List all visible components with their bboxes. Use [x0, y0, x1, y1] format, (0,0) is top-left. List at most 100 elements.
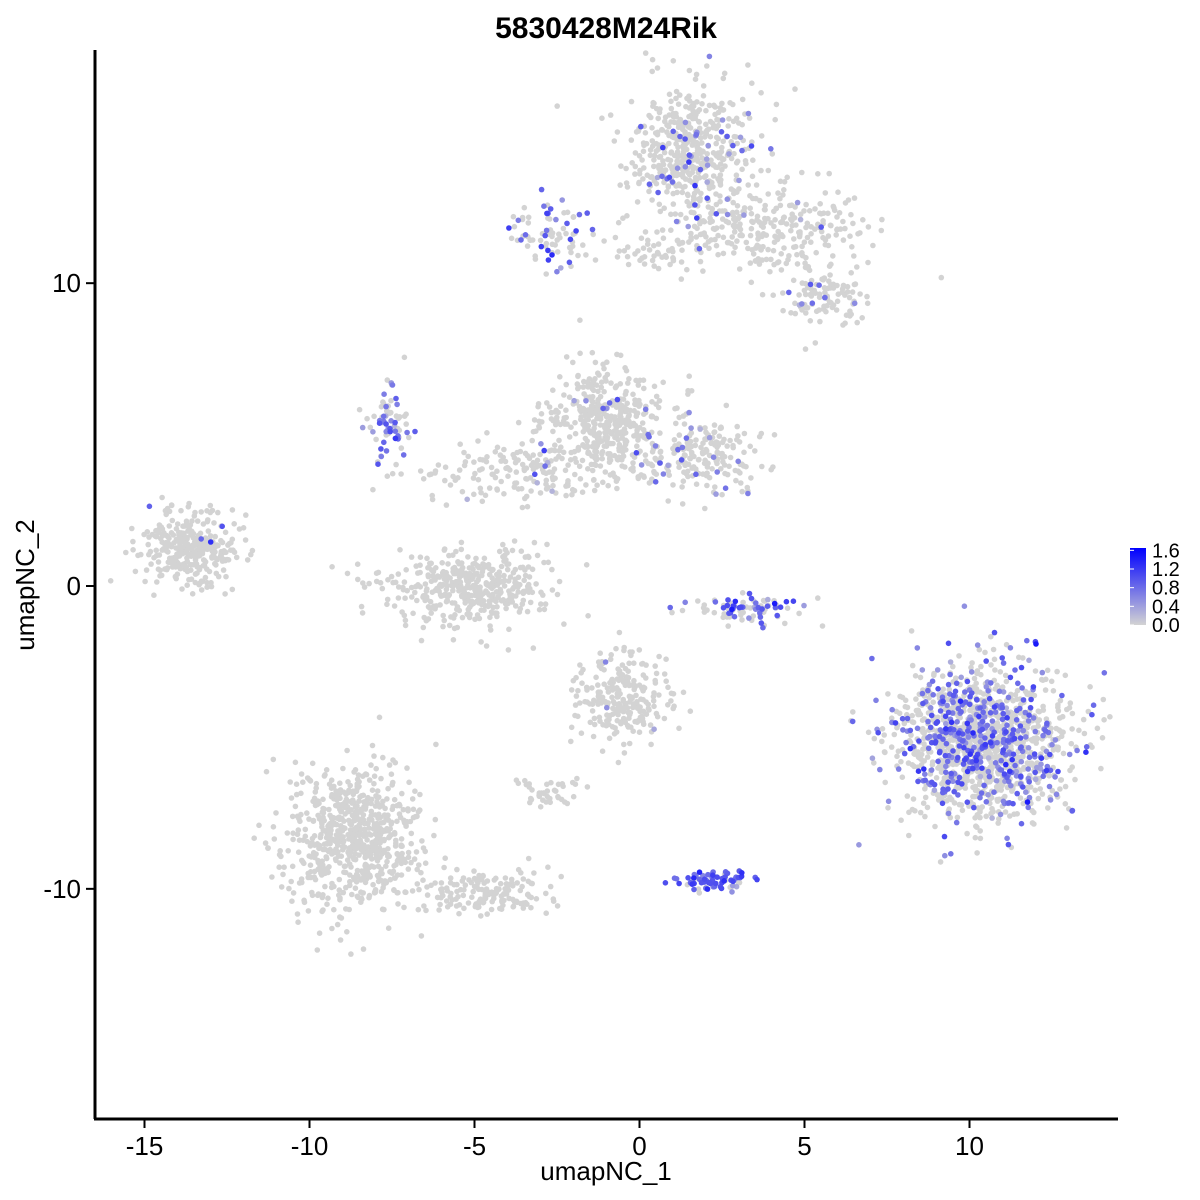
cell-point	[398, 872, 405, 878]
cell-point	[394, 851, 401, 858]
cell-point	[443, 502, 450, 508]
cell-point	[285, 848, 292, 854]
cell-point	[703, 107, 709, 114]
cell-point	[612, 474, 618, 480]
cell-point	[797, 211, 804, 218]
cell-point	[365, 853, 372, 859]
cell-point	[523, 493, 530, 500]
cell-point	[733, 172, 740, 178]
cell-point	[398, 843, 405, 849]
cell-point	[455, 559, 461, 565]
cell-point	[754, 213, 761, 220]
cell-point	[971, 675, 978, 682]
cell-point	[583, 562, 590, 568]
cell-point	[827, 272, 833, 278]
cell-point	[388, 832, 394, 838]
cell-point	[192, 557, 199, 563]
cell-point	[619, 662, 626, 668]
cell-point	[307, 843, 314, 849]
cell-point	[320, 810, 327, 816]
cell-point	[561, 210, 567, 216]
cell-point	[565, 462, 571, 468]
cell-point	[602, 425, 608, 431]
cell-point	[574, 775, 580, 782]
cell-point	[638, 235, 645, 241]
cell-point	[828, 299, 834, 306]
cell-point	[700, 83, 707, 89]
cell-point	[414, 881, 421, 887]
cell-point	[353, 879, 360, 885]
cell-point	[747, 443, 753, 450]
cell-point	[636, 180, 642, 187]
cell-point	[524, 243, 531, 249]
cell-point	[616, 248, 623, 254]
cell-point	[780, 307, 786, 314]
cell-point	[604, 704, 610, 711]
cell-point	[470, 888, 477, 895]
cell-point	[740, 599, 746, 606]
cell-point	[425, 573, 432, 580]
cell-point	[219, 539, 226, 546]
cell-point	[1026, 761, 1032, 767]
cell-point	[552, 409, 558, 415]
cell-point	[723, 218, 729, 225]
cell-point	[670, 482, 676, 488]
cell-point	[703, 446, 709, 453]
cell-point	[386, 762, 393, 768]
cell-point	[738, 612, 744, 618]
cell-point	[673, 218, 680, 225]
cell-point	[839, 286, 846, 292]
cell-point	[709, 466, 715, 472]
cell-point	[178, 550, 185, 556]
cell-point	[630, 704, 636, 711]
cell-point	[758, 90, 764, 96]
cell-point	[674, 237, 681, 244]
cell-point	[745, 245, 751, 252]
cell-point	[1099, 735, 1106, 741]
cell-point	[138, 551, 144, 558]
cell-point	[812, 206, 818, 212]
cell-point	[706, 474, 713, 481]
cell-point	[665, 684, 671, 691]
cell-point	[459, 564, 466, 571]
cell-point	[843, 312, 850, 319]
cell-point	[606, 721, 612, 728]
cell-point	[333, 832, 340, 838]
cell-point	[792, 86, 798, 92]
cell-point	[158, 572, 165, 579]
cell-point	[612, 725, 618, 731]
cell-point	[366, 892, 373, 899]
cell-point	[668, 98, 674, 105]
cell-point	[408, 840, 415, 847]
cell-point	[833, 232, 839, 238]
cell-point	[505, 561, 512, 567]
cell-point	[649, 56, 656, 63]
cell-point	[459, 488, 466, 495]
cell-point	[474, 612, 481, 618]
cell-point	[532, 253, 538, 259]
cell-point	[460, 892, 467, 899]
cell-point	[718, 148, 725, 155]
cell-point	[593, 674, 599, 681]
cell-point	[405, 849, 412, 856]
cell-point	[854, 264, 860, 270]
cell-point	[601, 365, 607, 372]
cell-point	[592, 359, 599, 366]
cell-point	[226, 540, 233, 547]
cell-point	[637, 257, 643, 264]
cell-point	[1026, 794, 1033, 801]
cell-point	[897, 693, 903, 700]
cell-point	[507, 574, 514, 580]
cell-point	[161, 540, 168, 547]
cell-point	[543, 910, 549, 916]
cell-point	[568, 738, 574, 745]
cell-point	[417, 468, 424, 474]
cell-point	[165, 549, 171, 555]
cell-point	[566, 434, 573, 440]
cell-point	[403, 567, 410, 573]
cell-point	[591, 425, 597, 432]
cell-point	[399, 790, 405, 797]
cell-point	[782, 620, 788, 627]
cell-point	[934, 667, 941, 673]
cell-point	[927, 705, 934, 711]
